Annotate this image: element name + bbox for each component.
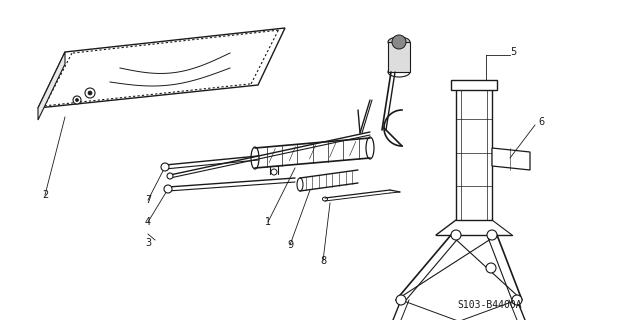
Ellipse shape: [388, 67, 410, 77]
Polygon shape: [492, 148, 530, 170]
Text: S103-B4400A: S103-B4400A: [458, 300, 522, 310]
Text: 2: 2: [42, 190, 48, 200]
Text: 4: 4: [145, 217, 151, 227]
Ellipse shape: [251, 147, 259, 169]
Text: 6: 6: [538, 117, 544, 127]
Circle shape: [73, 96, 81, 104]
Text: 8: 8: [320, 256, 326, 266]
Text: 7: 7: [145, 195, 151, 205]
Circle shape: [76, 99, 79, 101]
Polygon shape: [38, 52, 65, 120]
Circle shape: [164, 185, 172, 193]
Polygon shape: [456, 85, 492, 220]
Circle shape: [396, 295, 406, 305]
Circle shape: [486, 263, 496, 273]
Circle shape: [167, 173, 173, 179]
Circle shape: [271, 169, 277, 175]
Ellipse shape: [297, 178, 303, 191]
Text: 3: 3: [145, 238, 151, 248]
Ellipse shape: [366, 137, 374, 159]
Text: 1: 1: [265, 217, 271, 227]
Circle shape: [161, 163, 169, 171]
Polygon shape: [38, 28, 285, 108]
Circle shape: [85, 88, 95, 98]
Polygon shape: [388, 42, 410, 72]
Text: 9: 9: [287, 240, 293, 250]
Circle shape: [512, 295, 522, 305]
Circle shape: [451, 230, 461, 240]
Ellipse shape: [323, 197, 328, 201]
Circle shape: [392, 35, 406, 49]
Circle shape: [487, 230, 497, 240]
Polygon shape: [451, 80, 497, 90]
Text: 5: 5: [510, 47, 516, 57]
Circle shape: [88, 91, 92, 95]
Ellipse shape: [388, 37, 410, 47]
